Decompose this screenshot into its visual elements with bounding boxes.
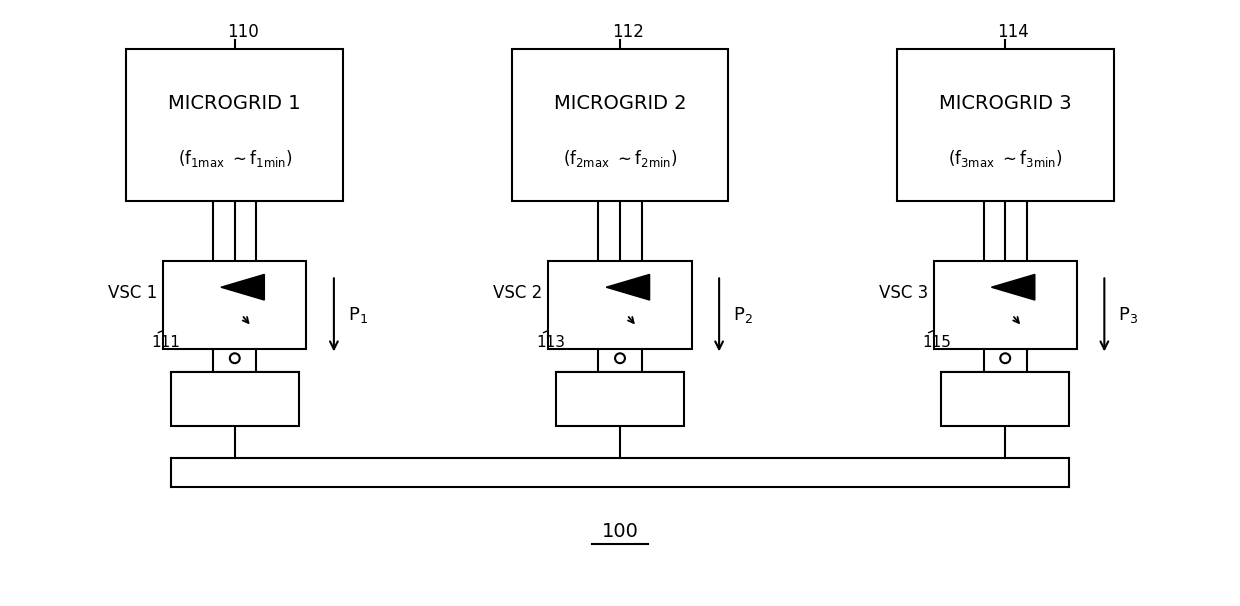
Text: 115: 115 [921, 335, 951, 350]
Text: VSC 2: VSC 2 [494, 284, 543, 302]
Text: $( \mathrm{f}_{1\mathrm{max}}\ \sim\mathrm{f}_{1\mathrm{min}} )$: $( \mathrm{f}_{1\mathrm{max}}\ \sim\math… [177, 148, 293, 169]
Text: 100: 100 [601, 522, 639, 541]
Bar [171, 371, 299, 426]
Text: 113: 113 [537, 335, 565, 350]
Bar [556, 371, 684, 426]
Text: $( \mathrm{f}_{2\mathrm{max}}\ \sim\mathrm{f}_{2\mathrm{min}} )$: $( \mathrm{f}_{2\mathrm{max}}\ \sim\math… [563, 148, 677, 169]
Text: VSC 3: VSC 3 [879, 284, 928, 302]
Bar [941, 371, 1069, 426]
Text: $\mathrm{P}_{3}$: $\mathrm{P}_{3}$ [1118, 305, 1138, 325]
Bar [897, 48, 1114, 201]
Text: 111: 111 [151, 335, 180, 350]
Bar [126, 48, 343, 201]
Polygon shape [606, 275, 650, 300]
Text: $( \mathrm{f}_{3\mathrm{max}}\ \sim\mathrm{f}_{3\mathrm{min}} )$: $( \mathrm{f}_{3\mathrm{max}}\ \sim\math… [947, 148, 1063, 169]
Bar [512, 48, 728, 201]
Bar [548, 261, 692, 349]
Bar [934, 261, 1076, 349]
Polygon shape [992, 275, 1035, 300]
Text: VSC 1: VSC 1 [108, 284, 157, 302]
Text: MICROGRID 2: MICROGRID 2 [554, 94, 686, 113]
Polygon shape [221, 275, 264, 300]
Text: 114: 114 [997, 23, 1029, 41]
Text: MICROGRID 3: MICROGRID 3 [939, 94, 1071, 113]
Text: 110: 110 [227, 23, 258, 41]
Text: MICROGRID 1: MICROGRID 1 [169, 94, 301, 113]
Text: $\mathrm{P}_{2}$: $\mathrm{P}_{2}$ [733, 305, 753, 325]
Text: $\mathrm{P}_{1}$: $\mathrm{P}_{1}$ [347, 305, 367, 325]
Text: 112: 112 [613, 23, 644, 41]
Bar [164, 261, 306, 349]
